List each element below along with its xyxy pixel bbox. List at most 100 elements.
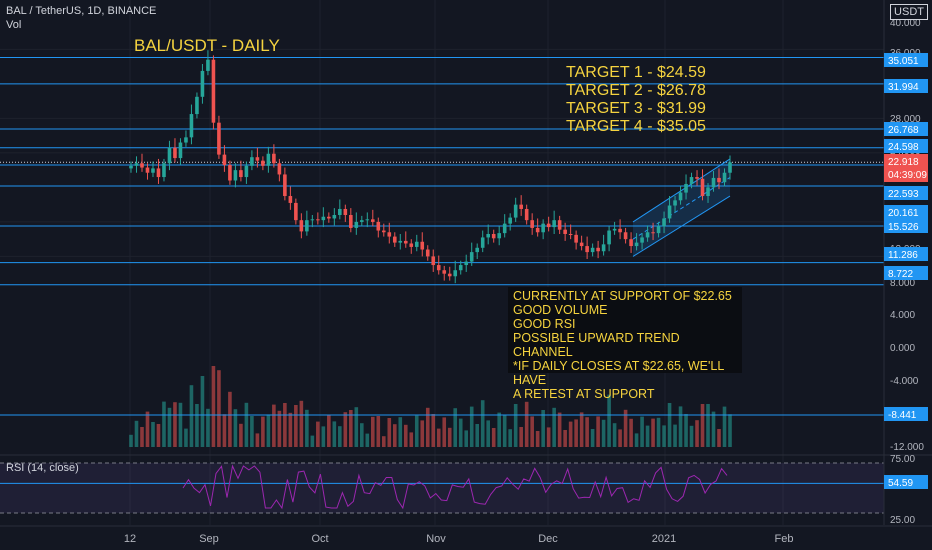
volume-bar xyxy=(277,410,282,447)
target-1: TARGET 1 - $24.59 xyxy=(566,64,706,81)
rsi-value-label: 54.59 xyxy=(888,478,913,489)
note-line: POSSIBLE UPWARD TREND CHANNEL xyxy=(513,331,680,359)
candle-body xyxy=(513,204,518,218)
candle-body xyxy=(469,252,474,262)
candle-body xyxy=(535,227,540,233)
volume-bar xyxy=(327,415,331,447)
volume-bars xyxy=(129,366,732,447)
candle-body xyxy=(645,232,650,238)
volume-bar xyxy=(310,435,315,447)
note-line: *IF DAILY CLOSES AT $22.65, WE'LL HAVE xyxy=(513,359,724,387)
volume-bar xyxy=(381,436,386,447)
candle-body xyxy=(634,242,639,247)
volume-bar xyxy=(206,408,210,447)
candle-body xyxy=(178,142,183,159)
candle-body xyxy=(689,177,694,184)
level-tag-label: 20.161 xyxy=(888,208,919,219)
volume-bar xyxy=(173,402,177,447)
candle-body xyxy=(151,168,155,173)
volume-bar xyxy=(420,420,425,447)
candle-body xyxy=(261,160,265,166)
time-tick-label: Nov xyxy=(426,533,446,545)
volume-bar xyxy=(651,418,655,447)
volume-bar xyxy=(321,426,326,447)
volume-bar xyxy=(349,410,353,447)
volume-bar xyxy=(530,416,534,447)
trend-channel xyxy=(632,158,731,257)
volume-bar xyxy=(332,421,337,447)
volume-bar xyxy=(607,394,611,447)
candle-body xyxy=(305,220,309,232)
volume-bar xyxy=(222,414,227,447)
candle-body xyxy=(398,240,403,243)
volume-bar xyxy=(695,420,699,447)
volume-bar xyxy=(667,403,672,447)
candle-body xyxy=(310,219,315,221)
volume-bar xyxy=(502,414,507,447)
candle-body xyxy=(695,177,699,179)
candle-body xyxy=(327,216,331,219)
volume-bar xyxy=(233,409,238,447)
candle-body xyxy=(129,165,133,169)
candle-body xyxy=(684,183,688,193)
candle-body xyxy=(332,215,337,219)
volume-bar xyxy=(535,431,540,447)
price-tick-label: 40.000 xyxy=(890,18,921,29)
candle-body xyxy=(145,167,150,173)
note-line: A RETEST AT SUPPORT xyxy=(513,387,655,401)
volume-bar xyxy=(409,432,414,447)
candle-body xyxy=(283,174,287,197)
volume-bar xyxy=(239,423,243,447)
level-lines xyxy=(0,57,884,416)
rsi-pane xyxy=(0,454,932,514)
candle-body xyxy=(486,233,491,238)
volume-bar xyxy=(129,434,133,447)
volume-bar xyxy=(294,405,298,447)
level-tag xyxy=(884,186,928,200)
time-tick-label: 2021 xyxy=(652,533,676,545)
candle-body xyxy=(277,163,282,175)
candle-body xyxy=(173,147,177,159)
candle-body xyxy=(574,234,578,243)
candle-body xyxy=(288,196,293,203)
rsi-tick-label: 25.00 xyxy=(890,515,915,526)
candle-body xyxy=(623,232,628,240)
price-tick-label: 28.000 xyxy=(890,114,921,125)
channel-fill xyxy=(633,158,730,257)
volume-bar xyxy=(486,420,491,447)
level-tag-label: -8.441 xyxy=(888,410,917,421)
volume-bar xyxy=(403,424,408,447)
currency-badge[interactable]: USDT xyxy=(890,4,928,20)
candle-body xyxy=(453,270,458,277)
volume-bar xyxy=(447,427,452,447)
volume-bar xyxy=(305,409,309,447)
candle-body xyxy=(250,157,254,166)
candle-body xyxy=(442,270,447,274)
volume-bar xyxy=(458,418,463,447)
level-tag-label: 24.598 xyxy=(888,142,919,153)
volume-bar xyxy=(513,404,518,447)
candle-body xyxy=(266,153,271,166)
volume-bar xyxy=(151,422,155,447)
time-tick-label: Feb xyxy=(775,533,794,545)
volume-bar xyxy=(244,402,249,447)
volume-bar xyxy=(706,404,710,447)
volume-bar xyxy=(508,429,512,447)
volume-bar xyxy=(425,407,430,447)
volume-bar xyxy=(266,414,271,447)
candle-body xyxy=(519,204,523,209)
candle-body xyxy=(233,170,238,181)
volume-bar xyxy=(343,412,348,447)
candle-body xyxy=(222,154,227,165)
volume-bar xyxy=(656,417,661,447)
candle-body xyxy=(140,163,144,168)
candle-body xyxy=(458,265,463,271)
candle-body xyxy=(134,163,139,166)
candle-body xyxy=(447,273,452,277)
candle-body xyxy=(662,218,666,227)
volume-bar xyxy=(645,425,650,447)
candle-body xyxy=(244,165,249,178)
candle-body xyxy=(497,233,501,239)
volume-bar xyxy=(684,414,688,447)
